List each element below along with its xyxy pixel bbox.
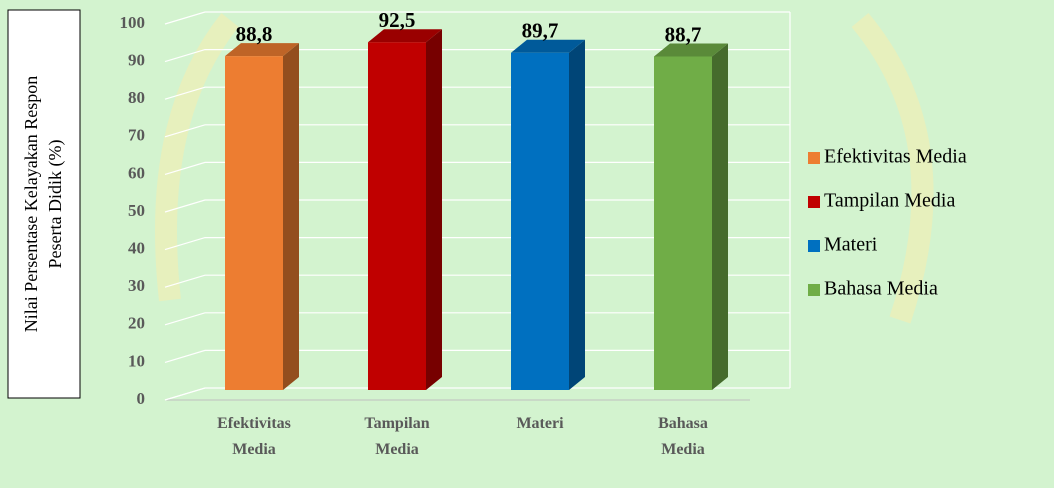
x-tick-label: Materi bbox=[516, 415, 564, 432]
bar bbox=[511, 52, 569, 391]
legend-swatch bbox=[808, 284, 820, 296]
y-tick-label: 50 bbox=[128, 201, 145, 220]
value-label: 88,7 bbox=[665, 22, 702, 46]
y-label: Peserta Didik (%) bbox=[45, 140, 66, 269]
grid-line bbox=[164, 274, 790, 288]
bar bbox=[225, 56, 283, 390]
y-tick-label: 100 bbox=[120, 13, 146, 32]
y-label: Nilai Persentase Kelayakan Respon bbox=[21, 76, 41, 332]
value-label: 89,7 bbox=[522, 19, 559, 43]
bar bbox=[654, 56, 712, 390]
legend-swatch bbox=[808, 240, 820, 252]
grid-line bbox=[164, 349, 790, 363]
value-label: 92,5 bbox=[379, 8, 416, 32]
grid-line bbox=[164, 387, 790, 401]
bar-top bbox=[368, 29, 442, 43]
y-tick-label: 90 bbox=[128, 51, 145, 70]
grid-line bbox=[164, 124, 790, 138]
bar-top bbox=[225, 43, 299, 57]
y-tick-label: 60 bbox=[128, 163, 145, 182]
x-tick-label: Tampilan Media bbox=[364, 415, 429, 458]
value-label: 88,8 bbox=[236, 22, 273, 46]
grid-line bbox=[164, 237, 790, 251]
y-tick-label: 40 bbox=[128, 239, 145, 258]
y-label-box bbox=[7, 9, 81, 399]
y-tick-label: 80 bbox=[128, 88, 145, 107]
legend-label: Bahasa Media bbox=[824, 278, 938, 300]
bar-top bbox=[511, 39, 585, 53]
grid-line bbox=[164, 199, 790, 213]
bar-top bbox=[654, 43, 728, 57]
grid-line bbox=[164, 161, 790, 175]
grid-line bbox=[164, 86, 790, 100]
grid-line bbox=[164, 11, 790, 25]
legend-swatch bbox=[808, 152, 820, 164]
bar-side bbox=[712, 43, 728, 390]
legend-label: Tampilan Media bbox=[824, 190, 955, 212]
bar-side bbox=[283, 43, 299, 390]
grid-line bbox=[164, 312, 790, 326]
y-tick-label: 20 bbox=[128, 314, 145, 333]
x-tick-label: Bahasa Media bbox=[658, 415, 708, 458]
y-tick-label: 10 bbox=[128, 351, 145, 370]
legend-label: Efektivitas Media bbox=[824, 146, 967, 168]
y-tick-label: 70 bbox=[128, 126, 145, 145]
y-tick-label: 30 bbox=[128, 276, 145, 295]
bar-side bbox=[569, 39, 585, 391]
y-tick-label: 0 bbox=[137, 389, 146, 408]
legend-swatch bbox=[808, 196, 820, 208]
grid-line bbox=[164, 49, 790, 63]
watermark bbox=[155, 12, 934, 324]
bar-side bbox=[426, 29, 442, 390]
bar bbox=[368, 42, 426, 390]
x-tick-label: Efektivitas Media bbox=[217, 415, 291, 458]
legend-label: Materi bbox=[824, 234, 878, 256]
